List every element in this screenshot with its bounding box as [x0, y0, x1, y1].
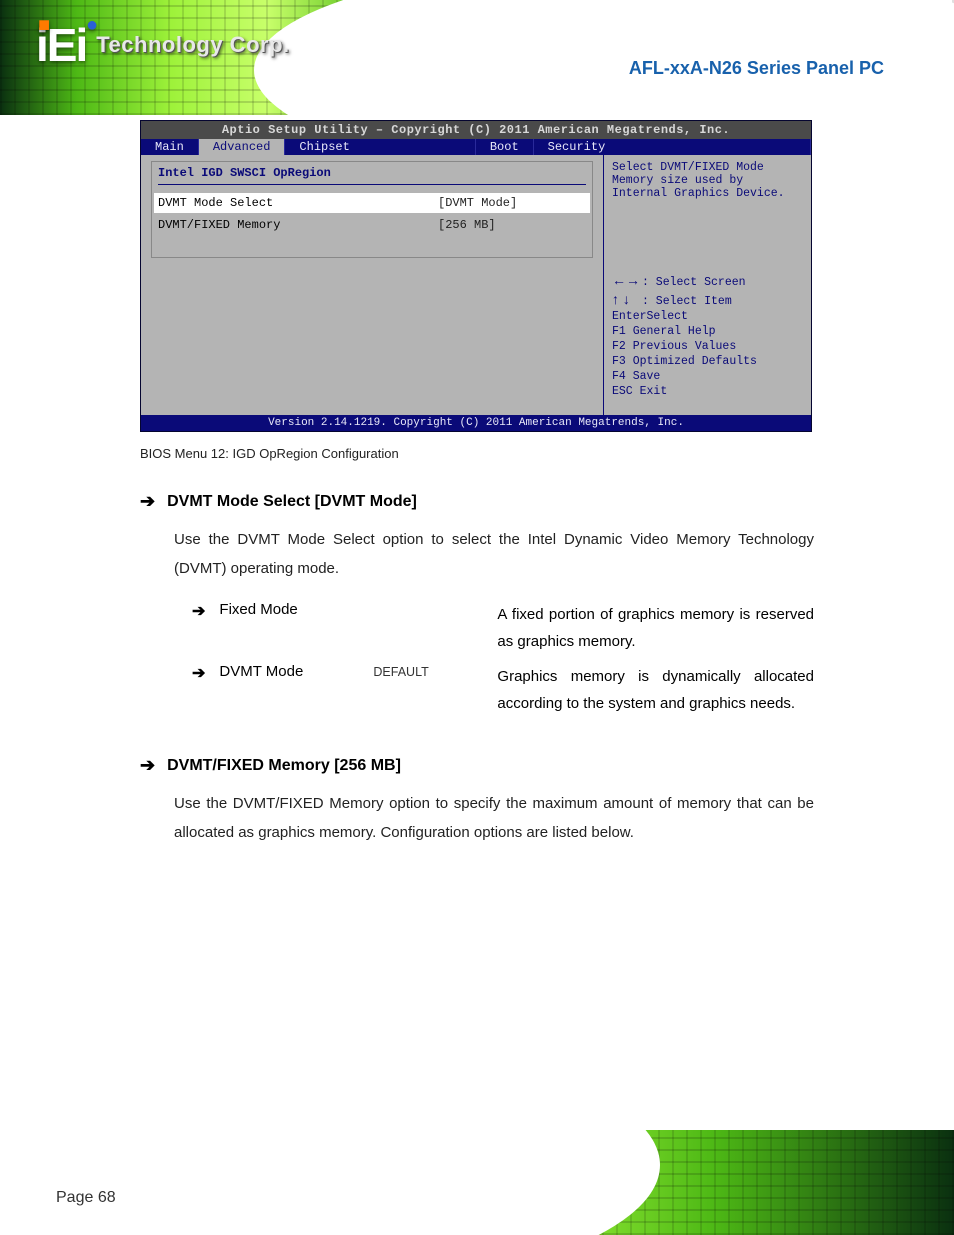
page-footer-strip — [0, 1130, 954, 1235]
tab-advanced[interactable]: Advanced — [199, 139, 286, 155]
arrow-right-icon: ➔ — [140, 755, 155, 776]
bios-titlebar: Aptio Setup Utility – Copyright (C) 2011… — [141, 121, 811, 139]
arrow-right-icon: ➔ — [192, 601, 205, 621]
logo-dot-orange: ■ — [38, 14, 48, 37]
nav-help-row: ↑ ↓: Select Item — [612, 290, 803, 309]
nav-help-label: : Select Screen — [642, 276, 746, 289]
nav-help-key: ESC — [612, 385, 633, 398]
nav-help-label: Exit — [640, 385, 668, 398]
bios-row-val: [DVMT Mode] — [438, 196, 517, 210]
arrow-right-icon: ➔ — [140, 491, 155, 512]
option-description: Use the DVMT/FIXED Memory option to spec… — [174, 790, 814, 847]
nav-help-key: F3 — [612, 355, 626, 368]
nav-help-row: ←→: Select Screen — [612, 271, 803, 290]
bios-tab-bar: Main Advanced Chipset Boot Security — [141, 139, 811, 155]
option-title: DVMT/FIXED Memory [256 MB] — [167, 757, 401, 775]
bios-divider — [158, 184, 586, 185]
nav-help-row: F3 Optimized Defaults — [612, 354, 803, 369]
option-value-default — [373, 601, 483, 603]
nav-help-row: EnterSelect — [612, 309, 803, 324]
option-value-name: Fixed Mode — [219, 601, 359, 618]
nav-help-label: Optimized Defaults — [633, 355, 757, 368]
bios-footer: Version 2.14.1219. Copyright (C) 2011 Am… — [141, 415, 811, 431]
nav-help-label: General Help — [633, 325, 716, 338]
tab-chipset[interactable]: Chipset — [285, 139, 475, 155]
footer-curve — [0, 1130, 660, 1235]
bios-row-key: DVMT/FIXED Memory — [158, 218, 438, 232]
bios-row-key: DVMT Mode Select — [158, 196, 438, 210]
nav-help-row: ESC Exit — [612, 384, 803, 399]
option-value-desc: A fixed portion of graphics memory is re… — [497, 601, 814, 655]
figure-caption: BIOS Menu 12: IGD OpRegion Configuration — [140, 446, 814, 461]
option-title: DVMT Mode Select [DVMT Mode] — [167, 493, 417, 511]
arrow-up-down-icon: ↑ ↓ — [612, 291, 642, 307]
product-name: AFL-xxA-N26 Series Panel PC — [629, 58, 884, 79]
bios-help-pane: Select DVMT/FIXED Mode Memory size used … — [603, 155, 811, 415]
option-value-dvmt: ➔ DVMT Mode DEFAULT Graphics memory is d… — [192, 663, 814, 717]
nav-help-row: F2 Previous Values — [612, 339, 803, 354]
logo-text: Technology Corp. — [96, 32, 289, 58]
bios-row-dvmt-memory[interactable]: DVMT/FIXED Memory [256 MB] — [158, 217, 586, 233]
option-heading-dvmt-memory: ➔ DVMT/FIXED Memory [256 MB] — [140, 755, 814, 776]
page-content: Aptio Setup Utility – Copyright (C) 2011… — [140, 120, 814, 865]
arrow-left-right-icon: ←→ — [612, 272, 642, 288]
page-header-strip: ■ ● iEi Technology Corp. AFL-xxA-N26 Ser… — [0, 0, 954, 115]
bios-help-text: Select DVMT/FIXED Mode Memory size used … — [612, 161, 803, 271]
bios-window: Aptio Setup Utility – Copyright (C) 2011… — [140, 120, 812, 432]
arrow-right-icon: ➔ — [192, 663, 205, 683]
tab-boot[interactable]: Boot — [476, 139, 534, 155]
nav-help-key: F1 — [612, 325, 626, 338]
option-value-name: DVMT Mode — [219, 663, 359, 680]
nav-help-key: F2 — [612, 340, 626, 353]
company-logo: ■ ● iEi Technology Corp. — [36, 18, 290, 72]
nav-help-row: F1 General Help — [612, 324, 803, 339]
option-value-fixed: ➔ Fixed Mode A fixed portion of graphics… — [192, 601, 814, 655]
bios-left-frame: Intel IGD SWSCI OpRegion DVMT Mode Selec… — [151, 161, 593, 258]
nav-help-row: F4 Save — [612, 369, 803, 384]
nav-help-key: EnterSelect — [612, 310, 688, 323]
nav-help-label: Previous Values — [633, 340, 737, 353]
option-value-desc: Graphics memory is dynamically allocated… — [497, 663, 814, 717]
nav-help-label: Save — [633, 370, 661, 383]
bios-nav-help: ←→: Select Screen ↑ ↓: Select Item Enter… — [612, 271, 803, 399]
bios-section-title: Intel IGD SWSCI OpRegion — [158, 166, 586, 180]
tab-main[interactable]: Main — [141, 139, 199, 155]
bios-body: Intel IGD SWSCI OpRegion DVMT Mode Selec… — [141, 155, 811, 415]
nav-help-key: F4 — [612, 370, 626, 383]
logo-mark: ■ ● iEi — [36, 18, 86, 72]
option-value-default: DEFAULT — [373, 663, 483, 679]
page-number: Page 68 — [56, 1189, 116, 1207]
tab-security[interactable]: Security — [534, 139, 811, 155]
bios-left-pane: Intel IGD SWSCI OpRegion DVMT Mode Selec… — [141, 155, 603, 415]
option-description: Use the DVMT Mode Select option to selec… — [174, 526, 814, 583]
option-heading-dvmt-mode: ➔ DVMT Mode Select [DVMT Mode] — [140, 491, 814, 512]
nav-help-label: : Select Item — [642, 295, 732, 308]
bios-row-dvmt-mode[interactable]: DVMT Mode Select [DVMT Mode] — [154, 193, 590, 213]
logo-dot-blue: ● — [86, 14, 96, 37]
bios-row-val: [256 MB] — [438, 218, 496, 232]
